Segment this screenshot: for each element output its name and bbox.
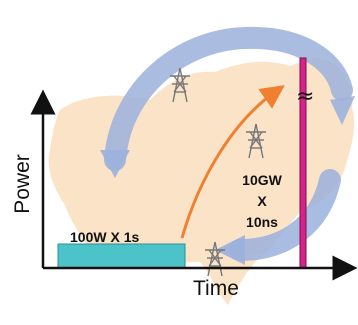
high-power-pulse-label-line: 10GW (242, 172, 282, 188)
cycle-arrow-upper (104, 26, 353, 171)
axis-break-symbol: ≈ (296, 84, 315, 109)
y-axis-label: Power (11, 154, 34, 214)
x-axis-label: Time (193, 277, 239, 300)
low-power-pulse-label: 100W X 1s (70, 229, 140, 245)
cycle-arrow-lower (229, 169, 341, 261)
high-power-pulse-label-line: 10ns (246, 214, 278, 230)
high-power-pulse-label: 10GW X 10ns (238, 170, 286, 233)
rise-arrow (180, 85, 285, 239)
high-power-pulse-label-line: X (257, 193, 267, 209)
transmission-tower-icon (205, 241, 225, 277)
cycle-arrowheads (100, 96, 355, 265)
cycle-arrows (104, 26, 353, 261)
transmission-tower-icon (246, 123, 266, 159)
transmission-tower-icon (170, 67, 190, 103)
low-power-pulse (57, 243, 186, 269)
